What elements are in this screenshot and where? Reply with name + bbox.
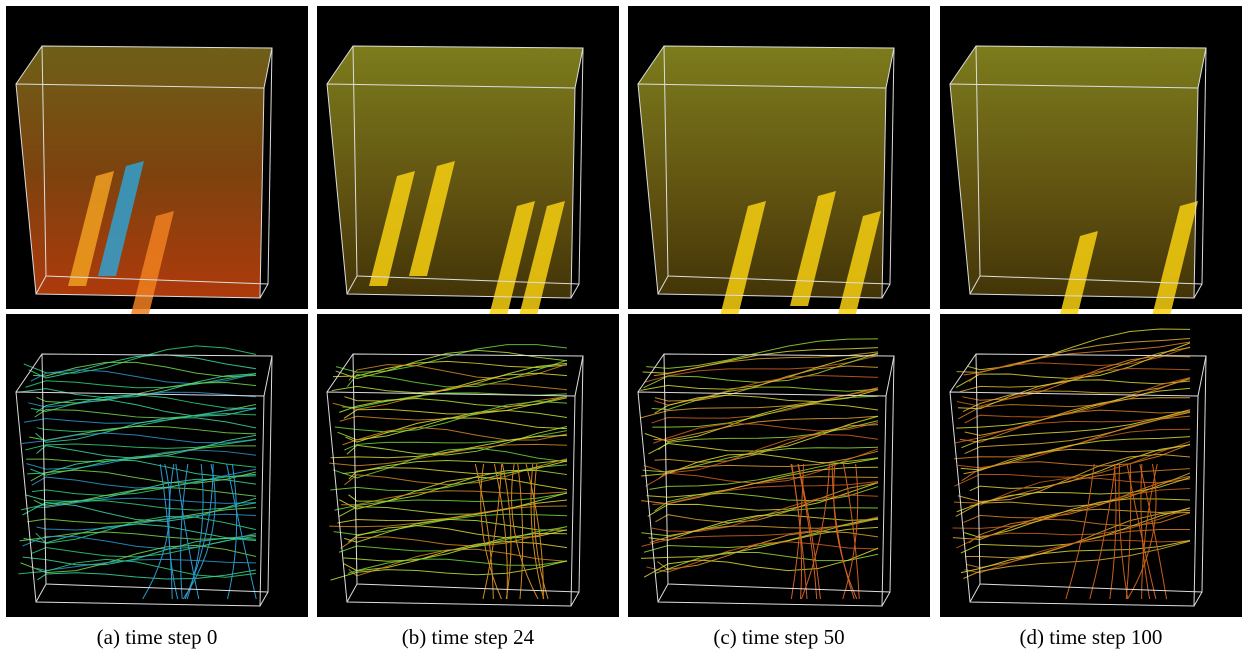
streamlines (317, 314, 619, 617)
figure: (a) time step 0 (b) time step 24 (c) time … (0, 0, 1244, 655)
volume-render (6, 6, 308, 326)
caption: (b) time step 24 (402, 625, 535, 649)
volume-render (317, 6, 619, 316)
streamlines (940, 314, 1242, 617)
caption: (a) time step 0 (97, 625, 218, 649)
volume-render (940, 6, 1242, 346)
streamlines (628, 314, 930, 617)
caption: (c) time step 50 (713, 625, 844, 649)
volume (16, 46, 272, 298)
volume-render (628, 6, 930, 326)
streamlines (6, 314, 308, 617)
caption: (d) time step 100 (1020, 625, 1163, 649)
